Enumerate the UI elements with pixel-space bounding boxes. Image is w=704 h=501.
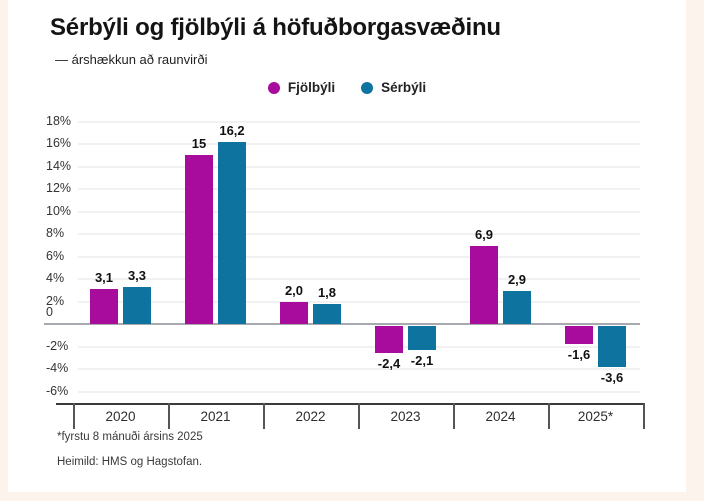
gridline <box>78 300 640 303</box>
bar-value-label: 6,9 <box>474 227 494 243</box>
legend-label: Sérbýli <box>381 80 427 95</box>
gridline <box>78 233 640 235</box>
x-axis-tick <box>73 403 75 429</box>
x-axis-category-label: 2024 <box>485 409 516 424</box>
y-axis-tick-label: -6% <box>46 383 69 398</box>
y-axis-tick-label: 4% <box>46 271 65 285</box>
y-axis-tick-label: 14% <box>46 158 72 173</box>
page-subtitle: — árshækkun að raunvirði <box>55 52 208 67</box>
bar-value-label: -1,6 <box>567 347 591 362</box>
bar-fjölbýli-2023 <box>375 326 403 353</box>
bar-value-label: 3,3 <box>127 267 147 283</box>
gridline <box>78 255 640 258</box>
gridline <box>78 210 640 213</box>
y-axis-tick-label: 10% <box>46 203 72 218</box>
page-title: Sérbýli og fjölbýli á höfuðborgasvæðinu <box>50 14 501 41</box>
bar-fjölbýli-2024 <box>470 246 498 324</box>
gridline <box>78 120 640 123</box>
legend-dot-icon <box>267 81 280 94</box>
y-axis-tick-label: -4% <box>46 361 69 375</box>
bar-sérbýli-2024 <box>503 291 531 324</box>
legend-label: Fjölbýli <box>287 80 336 95</box>
x-axis-category-label: 2025* <box>577 409 614 424</box>
y-axis-tick-label: 12% <box>46 181 72 195</box>
zero-baseline <box>44 323 640 325</box>
x-axis-tick <box>643 403 645 429</box>
x-axis-category-label: 2022 <box>295 409 326 424</box>
bar-value-label: -2,1 <box>410 352 434 368</box>
bar-sérbýli-2023 <box>408 326 436 350</box>
gridline <box>78 143 640 145</box>
footnote-asterisk: *fyrstu 8 mánuði ársins 2025 <box>57 431 203 443</box>
legend: Fjölbýli Sérbýli <box>8 80 686 95</box>
bar-sérbýli-2020 <box>123 286 151 324</box>
x-axis-category-label: 2020 <box>105 409 136 424</box>
x-axis-tick <box>263 403 265 429</box>
bar-value-label: -2,4 <box>377 356 401 371</box>
bar-value-label: 2,9 <box>507 272 527 288</box>
bar-fjölbýli-2020 <box>90 289 118 324</box>
y-axis-tick-label: 16% <box>46 136 72 150</box>
x-axis-category-label: 2021 <box>200 409 231 424</box>
bar-fjölbýli-2022 <box>280 301 308 324</box>
y-axis-tick-label: 8% <box>46 226 65 240</box>
gridline <box>78 188 640 190</box>
gridline <box>78 278 640 280</box>
bar-sérbýli-2021 <box>218 141 246 324</box>
bar-value-label: -3,6 <box>600 369 624 385</box>
bar-value-label: 15 <box>191 136 207 152</box>
x-axis-tick <box>168 403 170 429</box>
gridline <box>78 368 640 370</box>
chart-card: Sérbýli og fjölbýli á höfuðborgasvæðinu … <box>8 0 686 492</box>
x-axis-tick <box>548 403 550 429</box>
legend-dot-icon <box>361 81 374 94</box>
y-axis-tick-label: 2% <box>46 293 65 308</box>
bar-value-label: 2,0 <box>284 282 304 298</box>
bar-fjölbýli-2025* <box>565 326 593 344</box>
x-axis-line <box>56 403 645 405</box>
y-axis-tick-label: -2% <box>46 338 69 353</box>
bar-sérbýli-2025* <box>598 326 626 367</box>
bar-fjölbýli-2021 <box>185 155 213 324</box>
x-axis-tick <box>453 403 455 429</box>
x-axis-tick <box>358 403 360 429</box>
bar-sérbýli-2022 <box>313 303 341 324</box>
bar-value-label: 16,2 <box>219 122 245 138</box>
bar-value-label: 3,1 <box>94 270 114 286</box>
bar-value-label: 1,8 <box>317 284 337 300</box>
gridline <box>78 345 640 348</box>
legend-item-serbyli: Sérbýli <box>361 80 426 95</box>
legend-item-fjolbyli: Fjölbýli <box>267 80 336 95</box>
y-axis-tick-label: 0 <box>46 305 53 319</box>
gridline <box>78 390 640 393</box>
footnote-source: Heimild: HMS og Hagstofan. <box>57 456 203 468</box>
y-axis-tick-label: 18% <box>46 113 72 128</box>
x-axis-category-label: 2023 <box>390 409 421 424</box>
y-axis-tick-label: 6% <box>46 248 65 263</box>
gridline <box>78 165 640 168</box>
